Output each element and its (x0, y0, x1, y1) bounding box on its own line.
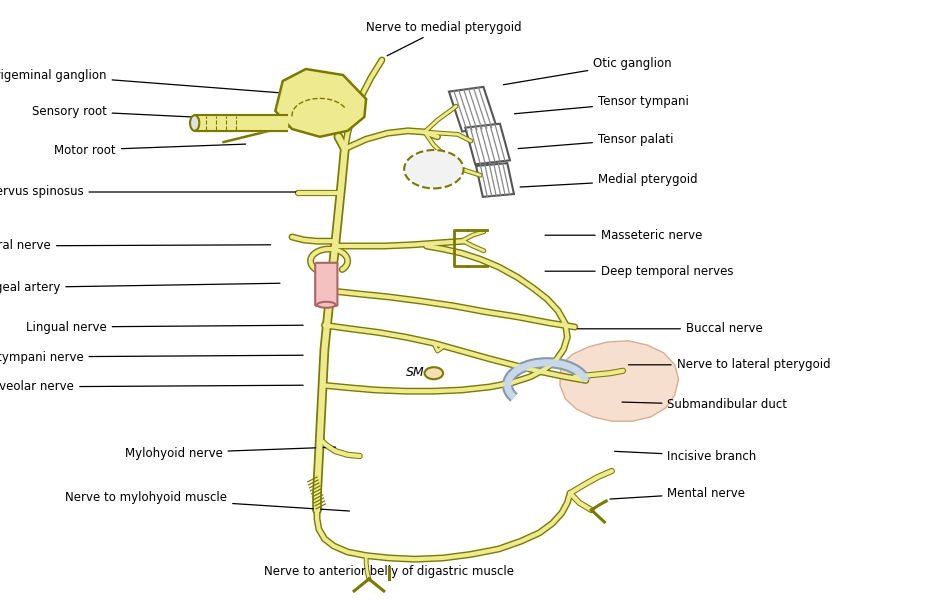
Text: Buccal nerve: Buccal nerve (578, 322, 763, 335)
Text: Incisive branch: Incisive branch (615, 449, 756, 463)
Text: SM: SM (406, 365, 425, 379)
Text: Motor root: Motor root (55, 143, 246, 157)
Text: Chorda tympani nerve: Chorda tympani nerve (0, 350, 303, 364)
Text: Mylohyoid nerve: Mylohyoid nerve (124, 446, 336, 460)
Text: Nervus spinosus: Nervus spinosus (0, 185, 298, 199)
Bar (449, 87, 497, 131)
Text: Medial pterygoid: Medial pterygoid (520, 173, 697, 187)
Text: Nerve to medial pterygoid: Nerve to medial pterygoid (366, 20, 522, 56)
Text: Masseteric nerve: Masseteric nerve (545, 229, 702, 242)
Text: Otic ganglion: Otic ganglion (503, 56, 672, 85)
Text: Nerve to mylohyoid muscle: Nerve to mylohyoid muscle (65, 491, 349, 511)
Text: Trigeminal ganglion: Trigeminal ganglion (0, 68, 280, 93)
Polygon shape (275, 69, 366, 137)
Text: Mental nerve: Mental nerve (610, 487, 745, 500)
Bar (476, 163, 514, 197)
Text: Tensor tympani: Tensor tympani (514, 95, 689, 114)
Text: Inferior alveolar nerve: Inferior alveolar nerve (0, 380, 303, 394)
Polygon shape (560, 341, 679, 421)
Circle shape (425, 367, 443, 379)
Text: Lingual nerve: Lingual nerve (26, 320, 303, 334)
Text: Auriculotemporal nerve: Auriculotemporal nerve (0, 239, 271, 253)
Text: Sensory root: Sensory root (32, 104, 252, 120)
Text: Tensor palati: Tensor palati (518, 133, 673, 149)
Text: Nerve to lateral pterygoid: Nerve to lateral pterygoid (629, 358, 831, 371)
Ellipse shape (317, 302, 336, 308)
Bar (465, 124, 510, 164)
Text: Submandibular duct: Submandibular duct (622, 398, 787, 412)
FancyBboxPatch shape (315, 263, 337, 306)
Text: Nerve to anterior belly of digastric muscle: Nerve to anterior belly of digastric mus… (264, 565, 514, 578)
Circle shape (404, 150, 464, 188)
Text: Deep temporal nerves: Deep temporal nerves (545, 265, 733, 278)
Text: Middle meningeal artery: Middle meningeal artery (0, 281, 280, 295)
Ellipse shape (190, 115, 199, 131)
